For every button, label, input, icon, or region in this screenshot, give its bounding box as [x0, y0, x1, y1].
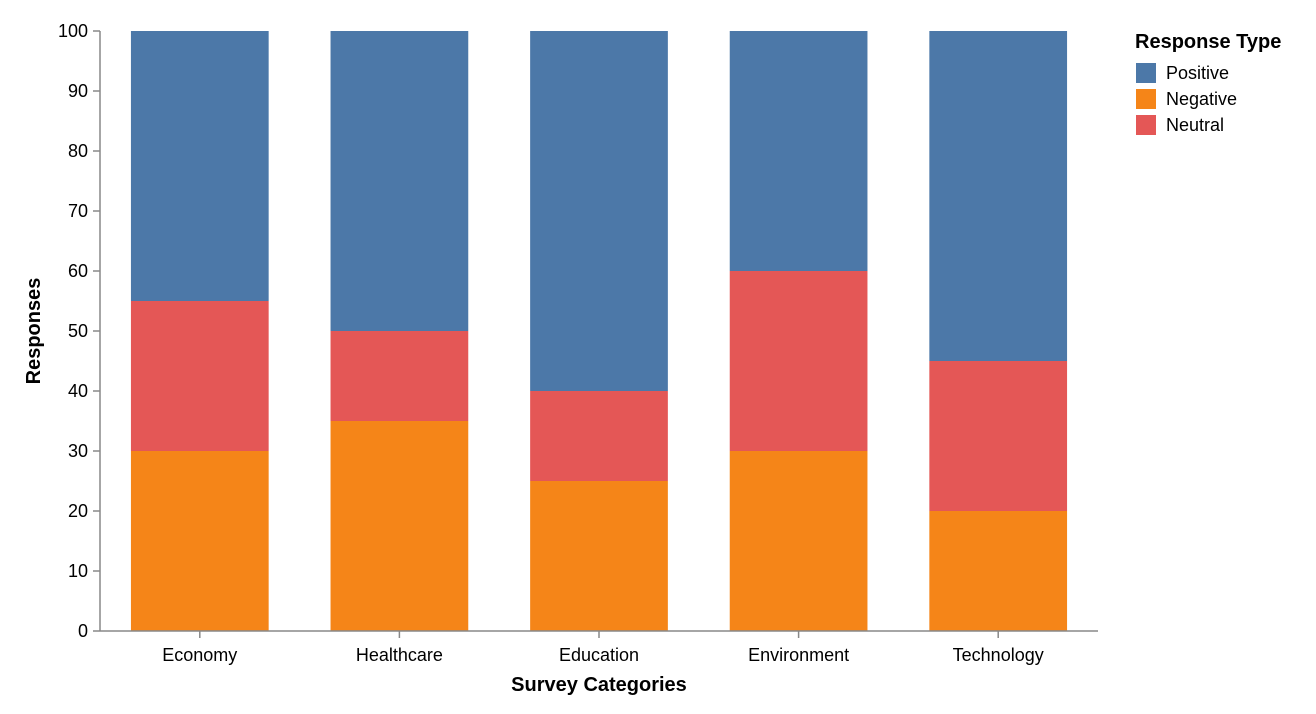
bar-education-positive — [530, 31, 668, 391]
y-tick-label: 0 — [78, 621, 88, 641]
x-tick-label-environment: Environment — [748, 645, 849, 665]
y-tick-label: 20 — [68, 501, 88, 521]
y-axis-title: Responses — [23, 278, 45, 385]
bar-environment-positive — [729, 31, 868, 271]
legend-swatch-positive — [1136, 63, 1156, 83]
legend-swatch-neutral — [1136, 115, 1156, 135]
y-axis: 0 10 20 30 40 50 60 70 80 90 100 — [58, 21, 101, 641]
x-tick-label-economy: Economy — [162, 645, 237, 665]
bar-healthcare-neutral — [330, 331, 469, 421]
x-tick-label-education: Education — [559, 645, 639, 665]
y-tick-label: 40 — [68, 381, 88, 401]
bar-healthcare-positive — [330, 31, 469, 331]
bar-environment-negative — [729, 451, 868, 631]
legend-label-positive: Positive — [1166, 63, 1229, 83]
legend: Response Type Positive Negative Neutral — [1135, 31, 1281, 135]
bar-healthcare-negative — [330, 421, 469, 631]
bar-education-negative — [530, 481, 668, 631]
y-tick-label: 50 — [68, 321, 88, 341]
y-tick-label: 70 — [68, 201, 88, 221]
legend-label-neutral: Neutral — [1166, 115, 1224, 135]
bar-technology-positive — [929, 31, 1068, 361]
bar-economy-neutral — [130, 301, 269, 451]
y-tick-label: 90 — [68, 81, 88, 101]
legend-swatch-negative — [1136, 89, 1156, 109]
bar-education-neutral — [530, 391, 668, 481]
bar-environment-neutral — [729, 271, 868, 451]
legend-title: Response Type — [1135, 31, 1281, 53]
bar-economy-negative — [130, 451, 269, 631]
x-tick-label-technology: Technology — [953, 645, 1044, 665]
legend-label-negative: Negative — [1166, 89, 1237, 109]
bar-economy-positive — [130, 31, 269, 301]
x-tick-label-healthcare: Healthcare — [356, 645, 443, 665]
bar-technology-neutral — [929, 361, 1068, 511]
bar-technology-negative — [929, 511, 1068, 631]
y-tick-label: 10 — [68, 561, 88, 581]
bars-layer — [130, 31, 1068, 631]
x-axis-title: Survey Categories — [511, 674, 687, 696]
y-tick-label: 60 — [68, 261, 88, 281]
y-tick-label: 30 — [68, 441, 88, 461]
y-tick-label: 80 — [68, 141, 88, 161]
y-tick-label: 100 — [58, 21, 88, 41]
x-axis: Economy Healthcare Education Environment Tec… — [100, 630, 1098, 665]
